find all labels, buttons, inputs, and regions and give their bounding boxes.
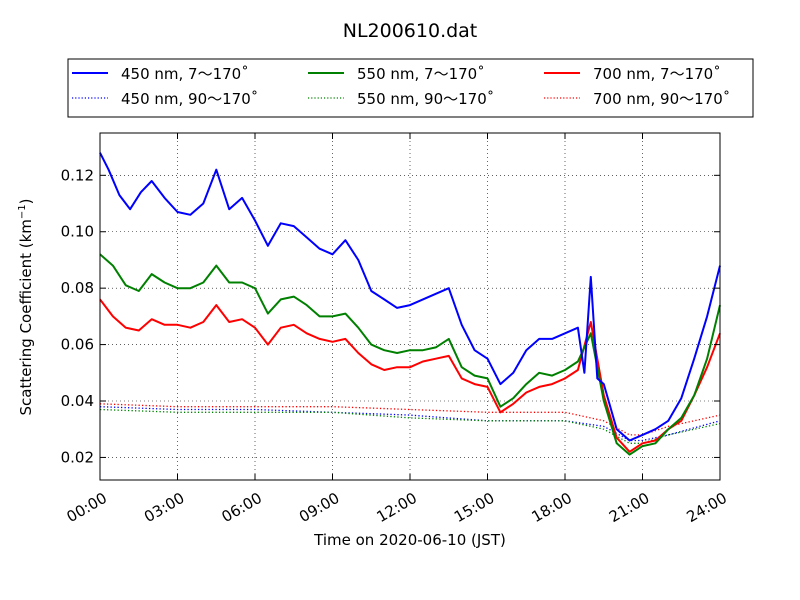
y-tick-label: 0.04	[61, 392, 94, 410]
legend-frame	[67, 58, 754, 118]
series-layer	[99, 152, 721, 456]
y-tick-label: 0.12	[61, 166, 94, 184]
y-tick-label: 0.02	[61, 448, 94, 466]
tick-marks	[99, 133, 721, 480]
legend-label-550-dotted: 550 nm, 90～170˚	[357, 90, 494, 108]
y-axis-label-main: Scattering Coefficient (km	[17, 219, 35, 415]
y-tick-label: 0.08	[61, 279, 94, 297]
series-line-550-solid	[99, 253, 721, 456]
legend-label-550-solid: 550 nm, 7～170˚	[357, 65, 485, 83]
y-tick-label: 0.06	[61, 336, 94, 354]
y-tick-labels: 0.02 0.04 0.06 0.08 0.10 0.12	[61, 166, 94, 466]
legend-label-450-dotted: 450 nm, 90～170˚	[121, 90, 258, 108]
y-axis-label: Scattering Coefficient (km−1)	[17, 198, 35, 415]
legend-label-450-solid: 450 nm, 7～170˚	[121, 65, 249, 83]
y-tick-label: 0.10	[61, 223, 94, 241]
legend-label-700-dotted: 700 nm, 90～170˚	[593, 90, 730, 108]
y-axis-label-close: )	[17, 198, 35, 204]
legend-label-700-solid: 700 nm, 7～170˚	[593, 65, 721, 83]
legend: 450 nm, 7～170˚ 550 nm, 7～170˚ 700 nm, 7～…	[67, 58, 754, 118]
gridlines	[100, 133, 720, 480]
series-line-700-solid	[99, 298, 721, 453]
series-line-450-solid	[99, 152, 721, 442]
chart-title: NL200610.dat	[343, 20, 478, 42]
y-axis-label-superscript: −1	[17, 204, 28, 219]
x-axis-label: Time on 2020-06-10 (JST)	[313, 531, 506, 549]
